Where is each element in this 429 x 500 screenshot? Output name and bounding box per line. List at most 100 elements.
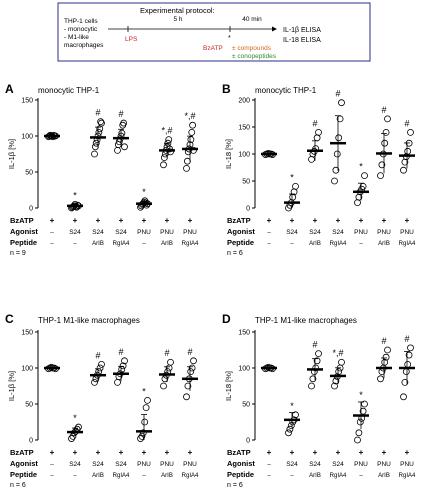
agonist-cell: PNU — [354, 229, 368, 236]
data-point — [167, 148, 174, 156]
data-point — [382, 128, 390, 136]
data-point — [359, 407, 367, 415]
data-point — [356, 418, 364, 426]
agonist-cell: S24 — [286, 229, 298, 236]
data-group — [44, 363, 60, 373]
data-point — [190, 357, 197, 365]
peptide-cell: ArIB — [309, 241, 321, 247]
data-point — [384, 115, 391, 123]
agonist-cell: S24 — [115, 229, 127, 236]
y-tick-label: 50 — [242, 179, 250, 186]
agonist-cell: S24 — [332, 229, 344, 236]
panel-d: D THP-1 M1-like macrophages 0 50 100 150 IL-18… — [222, 312, 416, 489]
data-point — [96, 364, 104, 372]
significance-label: # — [118, 109, 123, 119]
y-tick-label: 150 — [238, 125, 250, 132]
data-point — [91, 150, 98, 158]
agonist-cell: S24 — [69, 461, 81, 468]
data-point — [355, 429, 363, 437]
condition-table: BzATP Agonist Peptide + + + + + + + – S24 S24 S24 PNU P… — [227, 448, 416, 489]
bzatp-cell: + — [50, 216, 55, 225]
data-point — [187, 136, 195, 144]
condition-row-label: Peptide — [227, 470, 254, 479]
agonist-cell: PNU — [137, 229, 151, 236]
data-group: *,# — [330, 348, 346, 390]
panel-title: monocytic THP-1 — [38, 86, 100, 95]
bzatp-cell: + — [313, 448, 318, 457]
y-tick-label: 150 — [21, 330, 33, 337]
compounds-label: ± compounds — [232, 45, 272, 52]
data-group: # — [376, 336, 392, 383]
bzatp-cell: + — [119, 448, 124, 457]
data-point — [121, 143, 128, 151]
agonist-cell: – — [50, 461, 54, 468]
y-axis-label: IL-18 [%] — [224, 371, 233, 401]
peptide-cell: – — [50, 473, 54, 479]
y-tick-label: 100 — [238, 152, 250, 159]
data-point — [189, 121, 197, 129]
data-point — [384, 346, 391, 354]
data-group: # — [307, 340, 323, 390]
data-point — [95, 128, 103, 136]
data-point — [285, 429, 292, 437]
data-point — [292, 182, 299, 190]
y-axis-label: IL-1β [%] — [7, 371, 16, 401]
significance-label: * — [359, 162, 363, 172]
significance-label: # — [95, 108, 100, 118]
peptide-cell: ArIB — [161, 473, 173, 479]
step1-time: 5 h — [173, 16, 182, 23]
data-point — [382, 353, 390, 361]
significance-label: * — [290, 401, 294, 411]
bzatp-cell: + — [50, 448, 55, 457]
significance-label: # — [187, 347, 192, 357]
data-point — [121, 357, 128, 365]
agonist-cell: PNU — [183, 461, 197, 468]
n-label: n = 6 — [227, 250, 243, 257]
bzatp-cell: + — [290, 448, 295, 457]
agonist-cell: S24 — [115, 461, 127, 468]
data-point — [405, 351, 413, 359]
agonist-cell: S24 — [332, 461, 344, 468]
data-point — [114, 378, 121, 386]
condition-table: BzATP Agonist Peptide + + + + + + + – S24 S24 S24 PNU P… — [10, 448, 199, 489]
data-group: # — [307, 118, 323, 163]
bzatp-cell: + — [165, 448, 170, 457]
data-point — [68, 435, 75, 442]
data-point — [139, 429, 147, 437]
data-point — [286, 425, 294, 433]
agonist-cell: PNU — [183, 229, 197, 236]
peptide-cell: RgIA4 — [399, 241, 416, 247]
peptide-cell: – — [290, 241, 294, 247]
data-point — [142, 404, 150, 412]
bzatp-cell: + — [336, 216, 341, 225]
significance-label: * — [73, 413, 77, 423]
data-point — [377, 375, 384, 383]
agonist-cell: PNU — [400, 229, 414, 236]
bzatp-cell: + — [405, 216, 410, 225]
bzatp-cell: + — [267, 448, 272, 457]
data-group: *,# — [182, 111, 198, 172]
peptide-cell: – — [73, 241, 77, 247]
data-point — [404, 360, 412, 368]
peptide-cell: RgIA4 — [330, 473, 347, 479]
y-tick-label: 0 — [29, 206, 33, 213]
data-point — [361, 172, 368, 180]
bzatp-cell: + — [188, 216, 193, 225]
peptide-cell: RgIA4 — [113, 241, 130, 247]
bzatp-cell: + — [119, 216, 124, 225]
condition-row-label: BzATP — [227, 448, 251, 457]
bzatp-cell: + — [142, 448, 147, 457]
y-tick-label: 0 — [246, 438, 250, 445]
protocol-title: Experimental protocol: — [140, 6, 215, 15]
protocol-cells-line2: - monocytic — [64, 26, 98, 33]
data-point — [144, 396, 151, 404]
peptide-cell: ArIB — [309, 473, 321, 479]
data-point — [190, 146, 197, 154]
data-point — [69, 432, 77, 440]
peptide-cell: – — [142, 473, 146, 479]
data-point — [335, 368, 343, 376]
data-point — [187, 368, 195, 376]
bzatp-cell: + — [382, 216, 387, 225]
data-point — [98, 119, 105, 127]
